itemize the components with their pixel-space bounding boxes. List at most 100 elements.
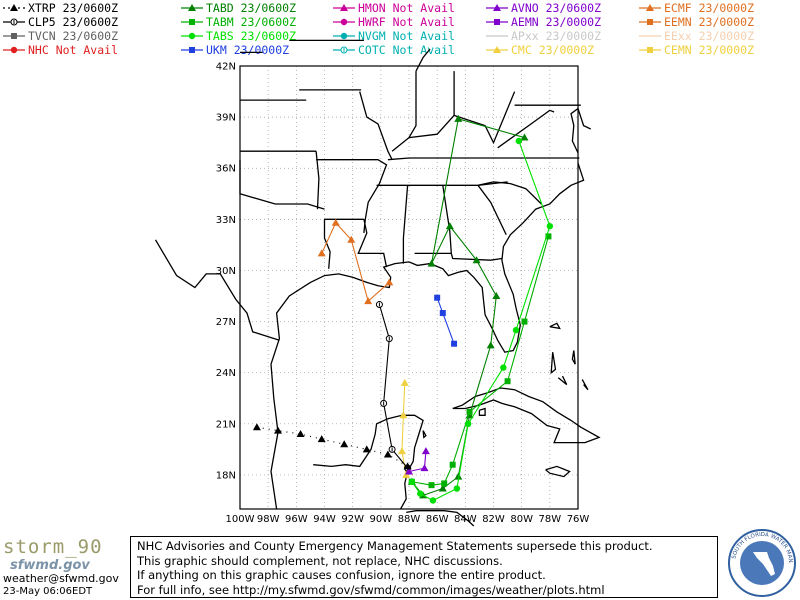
track-point-icon bbox=[439, 310, 446, 317]
track-point-icon bbox=[385, 278, 394, 286]
track-point-icon bbox=[464, 420, 472, 428]
legend-marker-icon bbox=[10, 46, 18, 54]
lon-label: 78W bbox=[539, 514, 562, 525]
contact-email: weather@sfwmd.gov bbox=[3, 572, 119, 585]
legend-label: TABM 23/0600Z bbox=[206, 15, 297, 29]
coastline-segment bbox=[357, 219, 388, 268]
lon-label: 88W bbox=[398, 514, 421, 525]
lat-label: 36N bbox=[216, 164, 236, 175]
track-xtrp bbox=[252, 423, 412, 470]
coastline-segment bbox=[422, 430, 427, 439]
track-point-icon bbox=[520, 133, 529, 141]
legend-label: APxx 23/0000Z bbox=[511, 29, 602, 43]
track-point-icon bbox=[252, 423, 261, 431]
track-ukm bbox=[434, 294, 458, 347]
track-ecmf bbox=[317, 218, 394, 305]
coastline-segment bbox=[442, 185, 452, 254]
legend-marker-icon bbox=[188, 32, 196, 40]
coastline-segment bbox=[497, 109, 555, 149]
legend-marker-icon bbox=[11, 33, 17, 39]
track-point-icon bbox=[512, 326, 520, 334]
legend-label: CLP5 23/0600Z bbox=[28, 15, 119, 29]
track-point-icon bbox=[340, 440, 349, 448]
legend-marker-icon bbox=[494, 19, 500, 25]
lon-label: 90W bbox=[370, 514, 393, 525]
legend-swatch-icon bbox=[486, 19, 508, 25]
coastline-segment bbox=[359, 91, 393, 160]
track-point-icon bbox=[417, 490, 424, 497]
track-point-icon bbox=[427, 259, 436, 267]
legend-label: COTC Not Avail bbox=[358, 43, 455, 57]
sfwmd-logo: sfwmd.gov bbox=[10, 558, 90, 573]
legend-marker-icon bbox=[188, 4, 196, 11]
disclaimer-line: This graphic should complement, not repl… bbox=[137, 553, 503, 568]
track-point-icon bbox=[454, 114, 463, 122]
storm-name-logo: storm_90 bbox=[3, 536, 103, 558]
legend-label: TABS 23/0600Z bbox=[206, 29, 297, 43]
legend-marker-icon bbox=[340, 18, 348, 26]
legend-marker-icon bbox=[340, 4, 348, 11]
track-point-icon bbox=[400, 378, 409, 386]
track-point-icon bbox=[274, 426, 283, 434]
legend-marker-icon bbox=[647, 47, 653, 53]
track-point-icon bbox=[317, 249, 326, 257]
lon-label: 100W bbox=[226, 514, 255, 525]
track-point-icon bbox=[466, 408, 473, 415]
legend-label: AVNO 23/0600Z bbox=[511, 1, 602, 15]
track-line bbox=[411, 118, 525, 497]
coastline-segment bbox=[450, 253, 502, 261]
track-point-icon bbox=[383, 450, 392, 458]
legend-swatch-icon bbox=[3, 33, 25, 39]
coastline-segment bbox=[477, 181, 542, 205]
track-point-icon bbox=[449, 461, 456, 468]
legend-marker-icon bbox=[189, 19, 195, 25]
legend-marker-icon bbox=[493, 4, 501, 11]
legend-swatch-icon bbox=[181, 47, 203, 53]
legend-swatch-icon bbox=[333, 46, 355, 54]
track-point-icon bbox=[331, 218, 340, 226]
lat-label: 30N bbox=[216, 266, 236, 277]
map-border bbox=[239, 65, 579, 510]
legend-label: XTRP 23/0600Z bbox=[28, 1, 119, 15]
lon-label: 94W bbox=[313, 514, 336, 525]
legend-swatch-icon bbox=[486, 35, 508, 37]
coastline-segment bbox=[570, 107, 591, 154]
legend-swatch-icon bbox=[333, 32, 355, 40]
legend-swatch-icon bbox=[3, 46, 25, 54]
legend-label: EEMN 23/0000Z bbox=[664, 15, 755, 29]
legend-swatch-icon bbox=[181, 32, 203, 40]
track-point-icon bbox=[364, 297, 373, 305]
legend-marker-icon bbox=[493, 46, 501, 53]
track-point-icon bbox=[375, 301, 383, 309]
track-point-icon bbox=[317, 435, 326, 443]
track-point-icon bbox=[546, 222, 554, 230]
legend-label: NVGM Not Avail bbox=[358, 29, 455, 43]
legend-swatch-icon bbox=[639, 35, 661, 37]
track-point-icon bbox=[405, 467, 413, 475]
legend-swatch-icon bbox=[639, 19, 661, 25]
track-point-icon bbox=[500, 364, 507, 371]
coastline-segment bbox=[477, 184, 507, 235]
track-point-icon bbox=[454, 472, 463, 480]
disclaimer-link[interactable]: For full info, see http://my.sfwmd.gov/s… bbox=[137, 582, 605, 597]
track-point-icon bbox=[421, 447, 430, 455]
track-point-icon bbox=[408, 478, 416, 485]
track-point-icon bbox=[296, 430, 305, 438]
track-point-icon bbox=[472, 256, 481, 264]
disclaimer-line: NHC Advisories and County Emergency Mana… bbox=[137, 539, 653, 553]
disclaimer-line: If anything on this graphic causes confu… bbox=[137, 568, 546, 582]
coastline-segment bbox=[478, 407, 486, 416]
legend-label: HMON Not Avail bbox=[358, 1, 455, 15]
lat-label: 21N bbox=[216, 419, 236, 430]
lon-label: 96W bbox=[285, 514, 308, 525]
legend-label: CEMN 23/0000Z bbox=[664, 43, 755, 57]
lon-label: 80W bbox=[510, 514, 533, 525]
coastline-segment bbox=[402, 185, 409, 264]
track-point-icon bbox=[388, 445, 396, 453]
legend-marker-icon bbox=[10, 4, 18, 11]
track-point-icon bbox=[438, 484, 447, 492]
lon-label: 92W bbox=[341, 514, 364, 525]
track-point-icon bbox=[403, 462, 412, 470]
track-point-icon bbox=[515, 137, 523, 145]
track-point-icon bbox=[445, 222, 454, 230]
